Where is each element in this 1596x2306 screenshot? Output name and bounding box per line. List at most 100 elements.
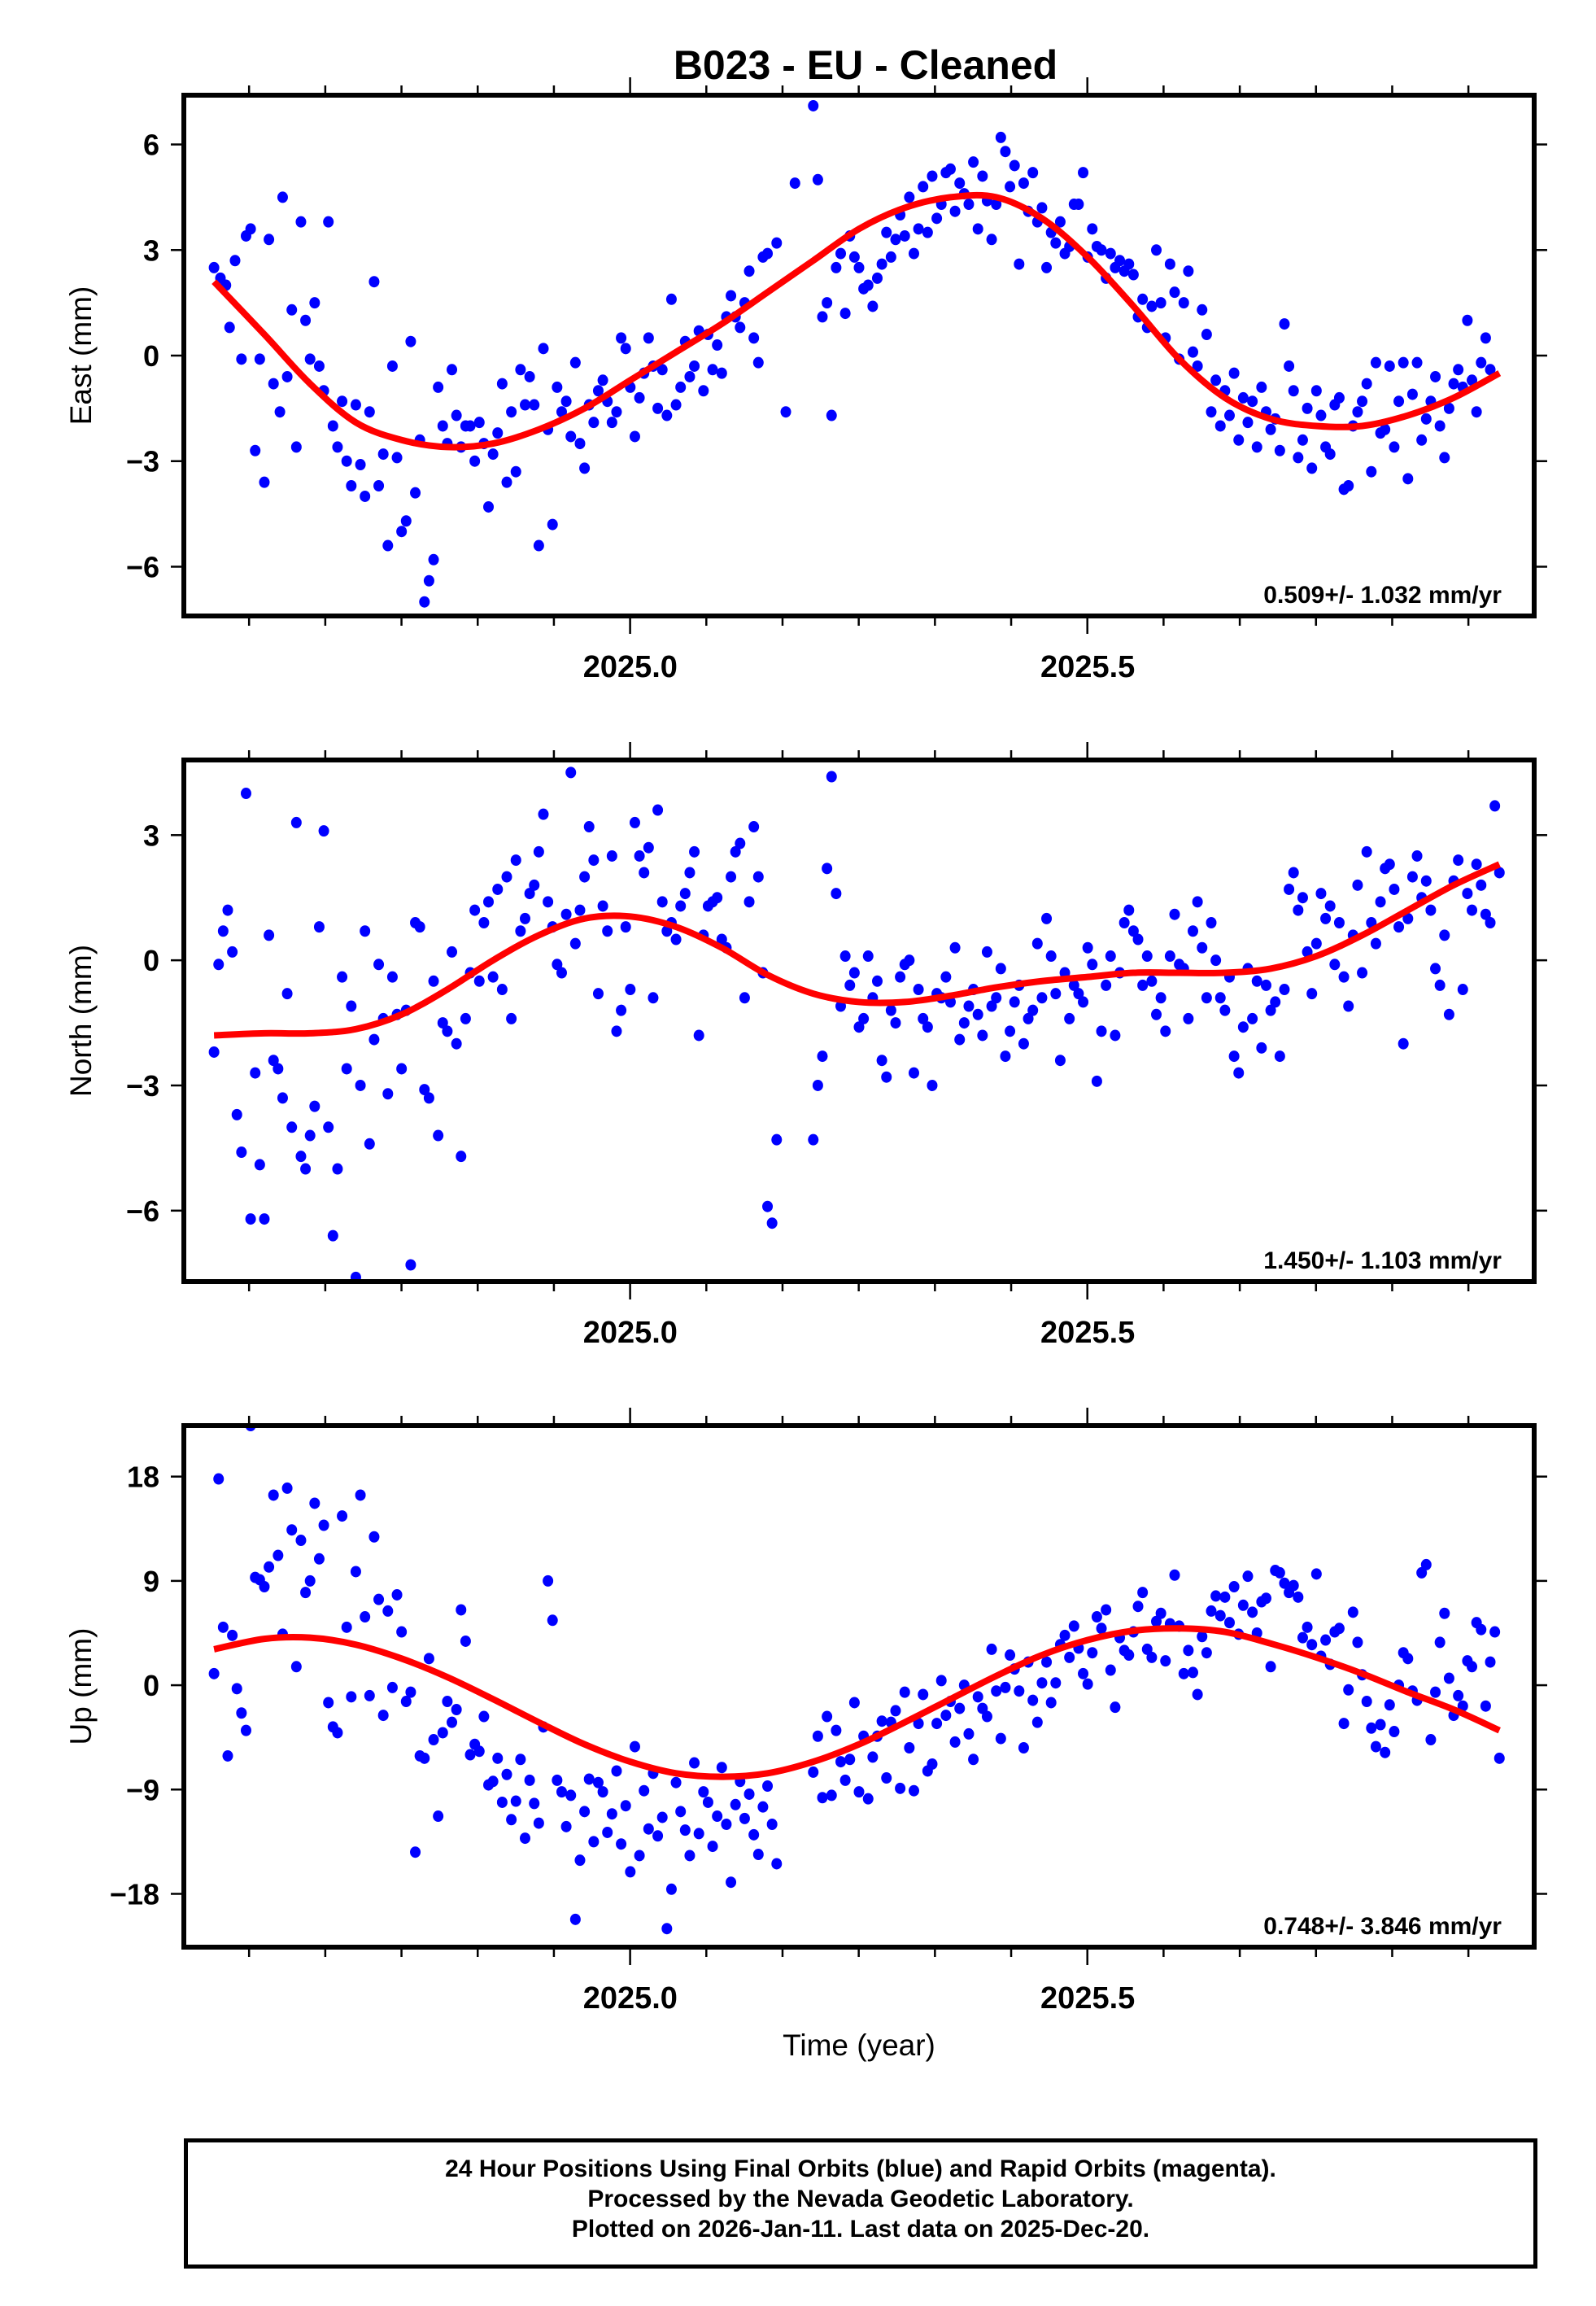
panel-north: 2025.0 2025.5 −6 −3 0 3 North (mm) 1.450+/- 1.1… <box>64 742 1547 1350</box>
data-point <box>227 1629 238 1641</box>
data-point <box>670 399 682 411</box>
data-point <box>1178 297 1189 309</box>
data-point <box>400 515 412 527</box>
data-point <box>437 1017 448 1029</box>
data-point <box>726 871 737 883</box>
data-point <box>1141 950 1153 963</box>
data-point <box>222 904 233 916</box>
data-point <box>492 1752 504 1764</box>
data-point <box>1420 1558 1432 1570</box>
data-point <box>464 1749 476 1761</box>
data-point <box>377 1710 389 1722</box>
data-point <box>1256 381 1267 393</box>
data-point <box>707 1841 718 1853</box>
data-point <box>1183 1012 1194 1024</box>
data-point <box>447 364 458 376</box>
data-point <box>1434 979 1446 991</box>
data-point <box>1110 1029 1121 1042</box>
data-point <box>789 177 800 190</box>
data-point <box>1485 1656 1496 1668</box>
data-point <box>496 1796 508 1808</box>
data-point <box>991 1685 1002 1697</box>
data-point <box>281 1482 293 1494</box>
data-point <box>597 374 608 387</box>
data-point <box>588 1836 600 1848</box>
data-point <box>373 480 385 491</box>
y-tick-label: −6 <box>126 1194 159 1228</box>
data-point <box>478 1710 490 1723</box>
data-point <box>931 1718 943 1730</box>
data-point <box>519 399 530 411</box>
data-point <box>360 925 371 937</box>
data-point <box>350 399 361 411</box>
data-point <box>1384 858 1395 871</box>
data-point <box>487 971 499 983</box>
data-point <box>1494 867 1505 879</box>
data-point <box>364 1689 375 1701</box>
data-point <box>670 933 682 946</box>
data-point <box>881 1772 892 1784</box>
data-point <box>661 1923 673 1935</box>
data-point <box>323 1697 334 1709</box>
data-point <box>565 766 577 779</box>
data-point <box>346 1691 357 1703</box>
data-point <box>473 417 485 429</box>
data-point <box>1018 1741 1029 1754</box>
data-point <box>1242 417 1254 429</box>
data-point <box>1302 402 1313 414</box>
data-point <box>264 234 275 246</box>
data-point <box>890 234 901 246</box>
data-point <box>1078 1667 1089 1679</box>
data-point <box>1476 879 1487 891</box>
data-point <box>1333 391 1345 404</box>
data-point <box>1214 992 1226 1004</box>
data-point <box>885 251 896 263</box>
data-point <box>1329 959 1341 971</box>
data-point <box>373 959 385 971</box>
data-point <box>487 1775 499 1788</box>
data-point <box>1188 925 1199 937</box>
data-point <box>1164 950 1175 963</box>
data-point <box>629 430 640 443</box>
data-point <box>1178 1667 1189 1679</box>
data-point <box>519 1832 530 1845</box>
data-point <box>1014 258 1025 270</box>
data-point <box>665 1883 677 1895</box>
data-point <box>1228 1050 1240 1063</box>
data-point <box>1214 1609 1226 1622</box>
x-tick-label: 2025.5 <box>1040 650 1135 684</box>
data-point <box>1146 1651 1158 1663</box>
data-point <box>529 1797 540 1810</box>
data-point <box>1343 1000 1354 1012</box>
data-point <box>569 356 581 369</box>
y-tick-label: −3 <box>126 1069 159 1103</box>
data-point <box>1123 258 1135 270</box>
data-point <box>634 1850 645 1862</box>
data-point <box>1443 402 1454 414</box>
data-point <box>1324 900 1336 912</box>
data-point <box>350 1566 361 1578</box>
data-point <box>1096 1622 1107 1635</box>
data-point <box>954 1702 966 1714</box>
data-point <box>1306 462 1318 474</box>
data-point <box>1274 1566 1285 1579</box>
data-point <box>1054 216 1066 228</box>
data-point <box>1050 988 1062 1000</box>
data-point <box>318 825 329 837</box>
data-point <box>762 1780 774 1793</box>
data-point <box>1023 1012 1034 1024</box>
data-point <box>643 1823 654 1835</box>
data-point <box>524 1774 535 1786</box>
data-point <box>222 1749 233 1762</box>
data-point <box>812 1079 823 1091</box>
data-point <box>1297 892 1308 904</box>
data-point <box>944 163 956 175</box>
data-point <box>844 1754 856 1766</box>
data-point <box>1366 465 1377 478</box>
data-point <box>386 971 398 983</box>
data-point <box>1274 1050 1285 1063</box>
data-point <box>1434 420 1446 432</box>
data-point <box>670 1776 682 1788</box>
data-point <box>286 1524 298 1536</box>
data-point <box>250 1067 261 1079</box>
